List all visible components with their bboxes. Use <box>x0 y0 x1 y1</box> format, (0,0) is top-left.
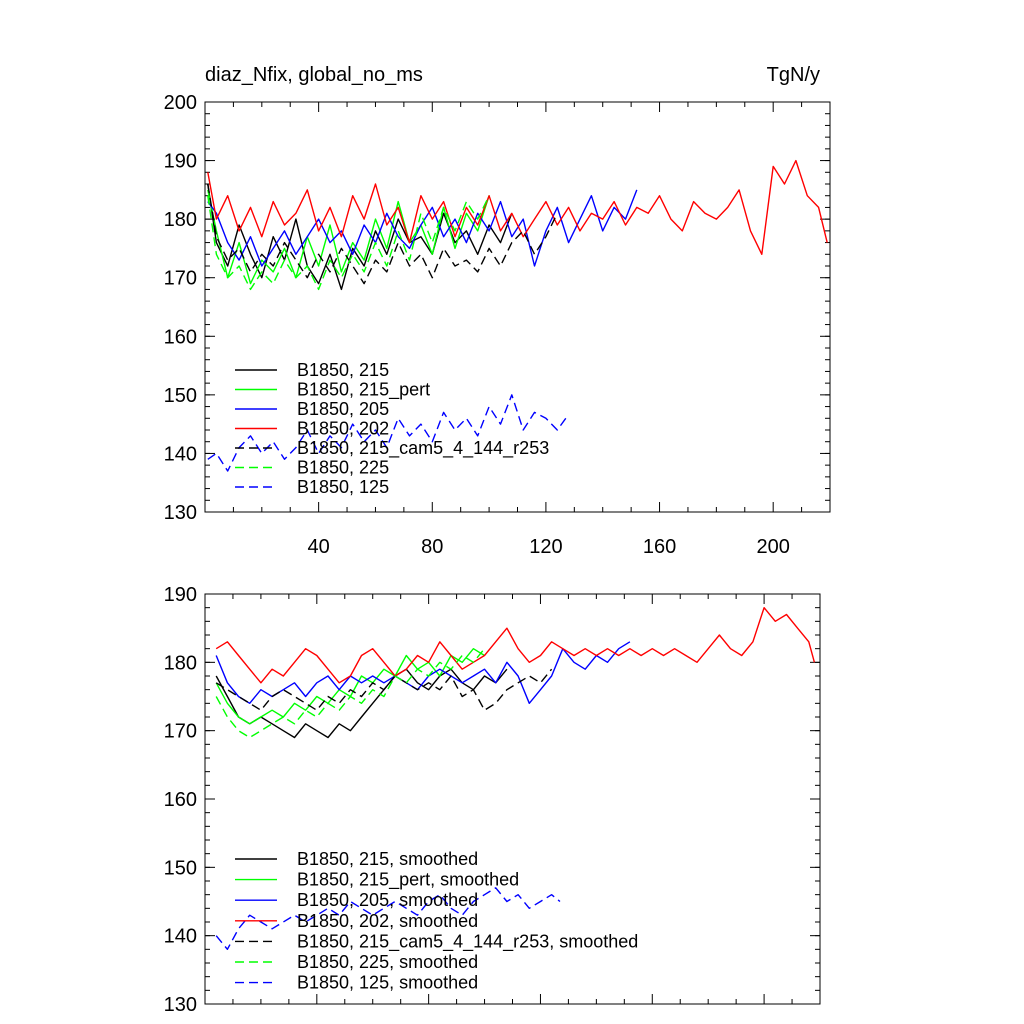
legend-label-2: B1850, 205, smoothed <box>297 890 478 910</box>
y-tick-label: 140 <box>164 926 197 948</box>
y-tick-label: 190 <box>164 151 197 173</box>
legend-label-0: B1850, 215 <box>297 360 389 380</box>
y-tick-label: 180 <box>164 652 197 674</box>
series-line-5 <box>207 195 490 291</box>
y-tick-label: 130 <box>164 502 197 524</box>
y-tick-label: 160 <box>164 326 197 348</box>
legend-label-4: B1850, 215_cam5_4_144_r253 <box>297 438 549 459</box>
legend-label-6: B1850, 125 <box>297 477 389 497</box>
series-line-6 <box>215 887 561 950</box>
y-tick-label: 140 <box>164 443 197 465</box>
y-tick-label: 170 <box>164 721 197 743</box>
series-line-3 <box>215 607 816 684</box>
chart-title-left: diaz_Nfix, global_no_ms <box>205 64 423 86</box>
x-tick-label: 200 <box>756 536 789 558</box>
legend-label-3: B1850, 202 <box>297 419 389 439</box>
series-line-4 <box>207 183 558 285</box>
legend-label-0: B1850, 215, smoothed <box>297 849 478 869</box>
y-tick-label: 150 <box>164 857 197 879</box>
y-tick-label: 200 <box>164 92 197 114</box>
chart-title-right: TgN/y <box>767 64 820 86</box>
series-line-4 <box>215 668 553 711</box>
series-line-3 <box>207 159 828 256</box>
x-tick-label: 160 <box>643 536 676 558</box>
x-tick-label: 80 <box>421 536 443 558</box>
legend-label-1: B1850, 215_pert, smoothed <box>297 870 519 891</box>
legend-label-3: B1850, 202, smoothed <box>297 911 478 931</box>
series-line-0 <box>207 183 513 291</box>
y-tick-label: 180 <box>164 209 197 231</box>
y-tick-label: 190 <box>164 584 197 606</box>
legend-label-6: B1850, 125, smoothed <box>297 973 478 993</box>
series-line-0 <box>215 668 508 739</box>
x-tick-label: 40 <box>308 536 330 558</box>
series-line-6 <box>207 394 567 472</box>
series-line-2 <box>207 189 638 267</box>
series-line-1 <box>215 648 485 725</box>
legend-label-5: B1850, 225 <box>297 458 389 478</box>
legend-label-2: B1850, 205 <box>297 399 389 419</box>
x-tick-label: 120 <box>529 536 562 558</box>
legend-label-5: B1850, 225, smoothed <box>297 952 478 972</box>
series-line-2 <box>215 641 631 704</box>
y-tick-label: 130 <box>164 994 197 1016</box>
y-tick-label: 150 <box>164 385 197 407</box>
bottom-chart-panel: 130 140 150 160 170 180 190 B1850, 215, smoothe… <box>164 584 821 1016</box>
legend-label-1: B1850, 215_pert <box>297 380 430 401</box>
y-tick-label: 170 <box>164 268 197 290</box>
top-chart-panel: 130 140 150 160 170 180 190 200 40 80 120 160 200 dia… <box>164 64 831 558</box>
legend-label-4: B1850, 215_cam5_4_144_r253, smoothed <box>297 931 638 952</box>
series-line-5 <box>215 648 486 739</box>
y-tick-label: 160 <box>164 789 197 811</box>
